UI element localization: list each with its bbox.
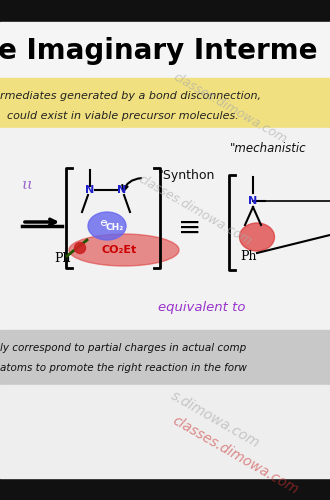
- Text: s.dimowa.com: s.dimowa.com: [168, 389, 262, 451]
- Ellipse shape: [69, 234, 179, 266]
- Bar: [0, 128, 330, 330]
- Text: "Synthon: "Synthon: [158, 168, 215, 181]
- Text: classes.dimowa.com: classes.dimowa.com: [171, 70, 289, 146]
- Text: ≡: ≡: [179, 214, 202, 242]
- Text: ly correspond to partial charges in actual comp: ly correspond to partial charges in actu…: [0, 343, 246, 353]
- Text: Ph: Ph: [240, 250, 256, 264]
- Text: atoms to promote the right reaction in the forw: atoms to promote the right reaction in t…: [0, 363, 247, 373]
- Text: CH₂: CH₂: [105, 224, 123, 232]
- Bar: [0, 0, 330, 22]
- Text: ⊖: ⊖: [99, 218, 107, 228]
- Text: classes.dimowa.com: classes.dimowa.com: [136, 172, 254, 248]
- Text: N: N: [85, 185, 95, 195]
- Bar: [0, 330, 330, 385]
- Bar: [0, 478, 330, 500]
- Text: Ph: Ph: [54, 252, 71, 264]
- Circle shape: [75, 242, 85, 254]
- Text: ιι: ιι: [22, 178, 34, 192]
- Text: N: N: [248, 196, 258, 206]
- Text: rmediates generated by a bond disconnection,: rmediates generated by a bond disconnect…: [0, 91, 261, 101]
- Text: e Imaginary Interme: e Imaginary Interme: [0, 37, 317, 65]
- Text: "mechanistic: "mechanistic: [230, 142, 307, 154]
- Text: could exist in viable precursor molecules.: could exist in viable precursor molecule…: [0, 111, 239, 121]
- Text: CO₂Et: CO₂Et: [101, 245, 137, 255]
- Text: equivalent to: equivalent to: [158, 302, 246, 314]
- Text: N: N: [117, 185, 127, 195]
- Bar: [0, 78, 330, 130]
- Ellipse shape: [240, 223, 275, 251]
- Bar: [0, 385, 330, 478]
- Text: classes.dimowa.com: classes.dimowa.com: [170, 413, 301, 497]
- Ellipse shape: [88, 212, 126, 240]
- Bar: [0, 22, 330, 80]
